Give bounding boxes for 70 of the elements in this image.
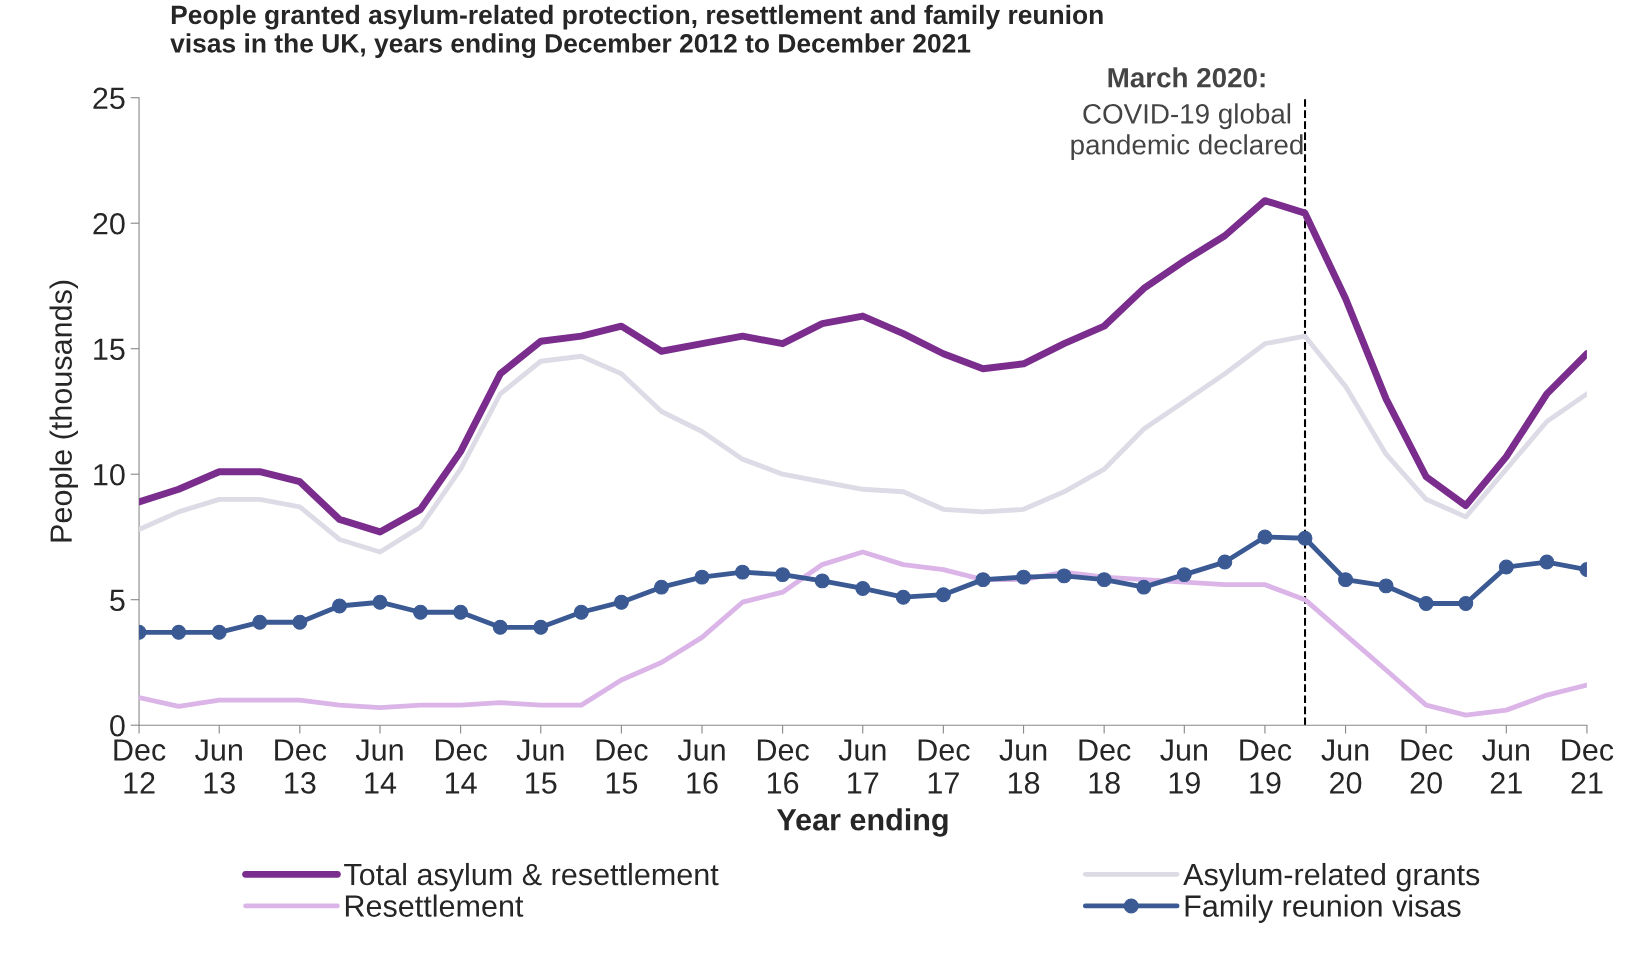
x-tick-label: Dec 17: [918, 739, 970, 794]
point: [292, 614, 308, 630]
x-tick-label: Jun 21: [1482, 739, 1529, 794]
point: [855, 580, 871, 596]
point: [735, 564, 750, 580]
y-axis-title: People (thousands): [49, 280, 78, 542]
x-axis-title: Year ending: [776, 808, 948, 837]
point: [1539, 554, 1555, 570]
line-series: [139, 333, 1587, 555]
point: [694, 569, 710, 585]
chart-title: People granted asylum-related protection, resettlement and family reunion visas in the UK, years ending December 2012 to December 2021: [170, 4, 1103, 59]
x-tick-label: Jun 17: [838, 739, 886, 794]
x-tick-label: Dec 13: [275, 739, 327, 794]
legend-label: Family reunion visas: [1185, 894, 1461, 923]
point: [1136, 579, 1152, 595]
x-tick-label: Jun 16: [677, 739, 725, 794]
legend-label: Total asylum & resettlement: [344, 862, 719, 892]
x-tick-label: Dec 12: [114, 739, 166, 794]
point: [1338, 572, 1353, 588]
point: [1217, 554, 1233, 570]
point: [372, 594, 388, 610]
point: [895, 589, 911, 605]
y-tick-label: 20: [93, 212, 125, 235]
y-tick-label: 5: [110, 589, 125, 612]
point: [533, 619, 549, 635]
y-tick-label: 0: [110, 714, 125, 737]
y-tick-label: 25: [93, 87, 125, 110]
ref-line-label: March 2020: COVID-19 global pandemic declared: [1071, 67, 1303, 161]
point: [975, 572, 991, 588]
point: [492, 619, 508, 635]
point: [1257, 529, 1273, 545]
line-series: [139, 549, 1587, 718]
x-tick-label: Jun 15: [516, 739, 564, 794]
point: [171, 624, 187, 640]
x-tick-label: Dec 18: [1079, 739, 1131, 794]
point: [573, 604, 589, 620]
point: [332, 598, 347, 614]
point: [453, 604, 469, 620]
x-tick-label: Dec 14: [435, 739, 487, 794]
point: [1418, 596, 1434, 611]
x-tick-label: Dec 15: [596, 739, 648, 794]
x-tick-label: Jun 20: [1321, 739, 1369, 794]
x-tick-label: Dec 20: [1401, 739, 1453, 794]
point: [1458, 596, 1474, 611]
point: [775, 567, 791, 583]
point: [1378, 578, 1394, 594]
x-tick-label: Dec 19: [1240, 739, 1292, 794]
point: [1297, 530, 1313, 546]
point: [211, 624, 227, 640]
point: [814, 573, 830, 589]
point: [1056, 568, 1072, 584]
x-tick-label: Dec 16: [757, 739, 809, 794]
x-tick-label: Jun 14: [355, 739, 403, 794]
point: [1096, 572, 1112, 588]
point: [613, 594, 629, 610]
x-tick-label: Jun 13: [195, 739, 242, 794]
point: [413, 604, 428, 620]
x-tick-label: Dec 21: [1562, 739, 1614, 794]
point: [935, 587, 951, 603]
y-tick-label: 15: [94, 338, 125, 361]
y-tick-label: 10: [94, 463, 125, 486]
point: [654, 579, 669, 595]
point: [252, 614, 268, 630]
legend-label: Asylum-related grants: [1183, 862, 1480, 892]
x-tick-label: Jun 19: [1160, 739, 1207, 794]
point: [1016, 569, 1032, 585]
x-tick-label: Jun 18: [999, 739, 1047, 794]
point: [1176, 567, 1192, 583]
legend-label: Resettlement: [345, 894, 524, 917]
point: [1498, 559, 1514, 575]
